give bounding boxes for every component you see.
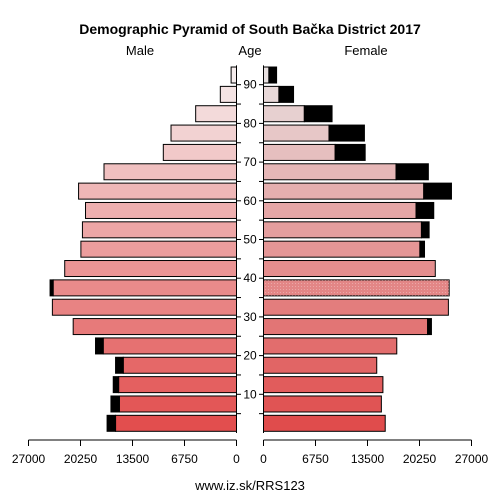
male-label: Male	[126, 43, 154, 58]
female-surplus-45-49	[419, 240, 426, 258]
female-surplus-90+	[268, 66, 278, 84]
chart-title: Demographic Pyramid of South Bačka Distr…	[79, 21, 421, 37]
female-surplus-65-69	[395, 163, 429, 181]
male-bar-85-89	[219, 85, 238, 103]
male-bar-50-54	[81, 221, 238, 239]
female-bar-55-59	[263, 201, 417, 219]
male-surplus-0-4	[106, 414, 117, 432]
male-bar-45-49	[80, 240, 237, 258]
male-bar-15-19	[122, 356, 237, 374]
male-bar-0-4	[115, 414, 237, 432]
female-label: Female	[344, 43, 387, 58]
male-bar-10-14	[118, 376, 237, 394]
female-x-tick-label: 0	[260, 452, 267, 466]
male-x-tick-label: 6750	[171, 452, 198, 466]
footer-url: www.iz.sk/RRS123	[194, 478, 305, 493]
female-bar-90+	[263, 66, 270, 84]
male-bar-60-64	[78, 182, 237, 200]
female-bar-25-29	[263, 318, 429, 336]
male-bar-25-29	[72, 318, 238, 336]
female-bar-20-24	[263, 337, 398, 355]
male-x-tick-label: 20250	[64, 452, 98, 466]
female-surplus-85-89	[278, 85, 295, 103]
male-bar-90+	[230, 66, 238, 84]
male-bar-30-34	[51, 298, 237, 316]
axes-layer: 10 20 30 40 50 60 70 80 90 27000 0 20250 6750 13500 13…	[12, 65, 489, 466]
female-bar-80-84	[263, 105, 305, 123]
female-bar-45-49	[263, 240, 421, 258]
female-surplus-60-64	[423, 182, 452, 200]
female-bar-10-14	[263, 376, 384, 394]
age-tick-label: 20	[243, 349, 257, 363]
female-bar-70-74	[263, 143, 336, 161]
female-x-tick-label: 27000	[455, 452, 489, 466]
male-bar-55-59	[85, 201, 238, 219]
female-bar-texture-35-39	[263, 279, 450, 296]
female-bar-65-69	[263, 163, 397, 181]
male-surplus-20-24	[95, 337, 104, 355]
age-label: Age	[238, 43, 261, 58]
female-surplus-55-59	[415, 201, 435, 219]
female-bar-40-44	[263, 260, 436, 278]
bars-layer	[49, 66, 452, 432]
male-surplus-35-39	[49, 279, 54, 297]
male-surplus-10-14	[112, 376, 120, 394]
female-bar-85-89	[263, 85, 280, 103]
male-bar-35-39	[52, 279, 238, 297]
male-bar-40-44	[64, 260, 237, 278]
age-tick-label: 40	[243, 271, 257, 285]
male-surplus-5-9	[110, 395, 120, 413]
male-x-tick-label: 13500	[116, 452, 150, 466]
female-bar-75-79	[263, 124, 330, 142]
age-tick-label: 30	[243, 310, 257, 324]
male-x-tick-label: 27000	[12, 452, 46, 466]
female-bar-0-4	[263, 414, 386, 432]
male-bar-5-9	[118, 395, 237, 413]
male-bar-20-24	[102, 337, 238, 355]
female-surplus-80-84	[303, 105, 333, 123]
female-surplus-50-54	[420, 221, 430, 239]
female-surplus-25-29	[427, 318, 432, 336]
female-x-tick-label: 6750	[302, 452, 329, 466]
age-tick-label: 10	[243, 387, 257, 401]
female-surplus-75-79	[328, 124, 365, 142]
male-x-tick-label: 0	[233, 452, 240, 466]
female-bar-15-19	[263, 356, 378, 374]
male-bar-65-69	[103, 163, 237, 181]
age-tick-label: 70	[243, 155, 257, 169]
chart-headings: Demographic Pyramid of South Bačka Distr…	[79, 21, 421, 493]
male-bar-80-84	[195, 105, 237, 123]
female-bar-60-64	[263, 182, 425, 200]
male-surplus-15-19	[115, 356, 124, 374]
female-bar-5-9	[263, 395, 382, 413]
female-bar-50-54	[263, 221, 422, 239]
female-x-tick-label: 20250	[403, 452, 437, 466]
age-tick-label: 60	[243, 194, 257, 208]
female-x-tick-label: 13500	[351, 452, 385, 466]
male-bar-70-74	[162, 143, 237, 161]
female-surplus-70-74	[334, 143, 366, 161]
male-bar-75-79	[170, 124, 238, 142]
age-tick-label: 50	[243, 233, 257, 247]
female-bar-30-34	[263, 298, 449, 316]
age-tick-label: 90	[243, 78, 257, 92]
age-tick-label: 80	[243, 116, 257, 130]
